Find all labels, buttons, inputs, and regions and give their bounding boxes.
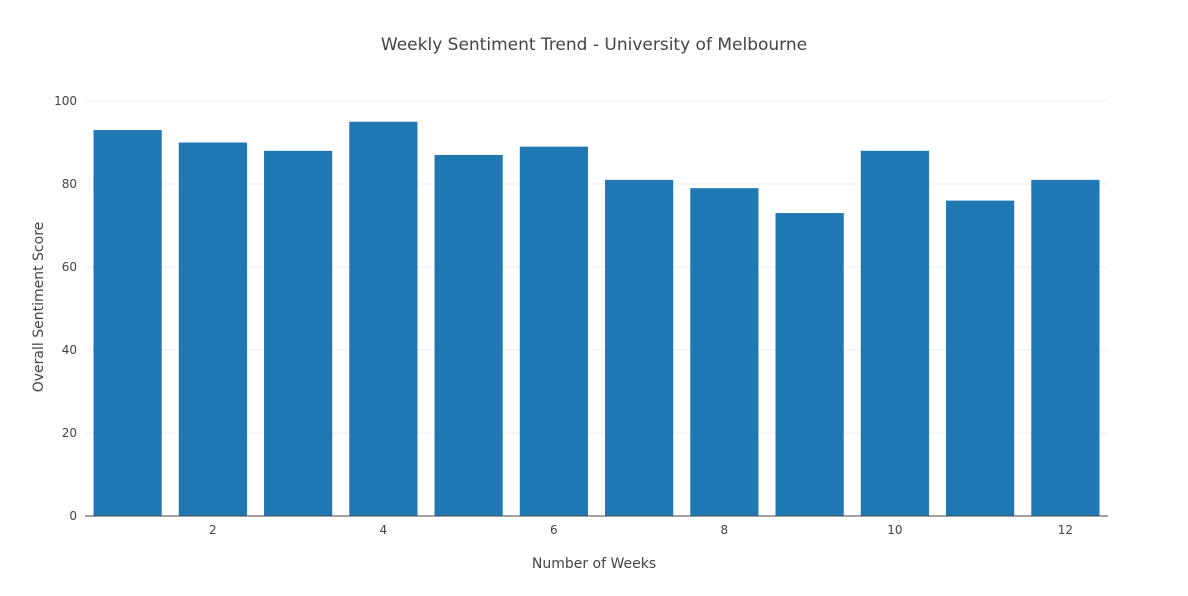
bar [946,200,1015,516]
y-tick-label: 0 [69,509,77,523]
grid-lines [85,100,1108,434]
y-axis-title: Overall Sentiment Score [31,222,47,393]
bar [519,146,588,516]
y-tick-label: 100 [54,94,77,108]
bar [605,179,674,516]
bar [1031,179,1100,516]
bar [264,150,333,517]
y-tick-label: 40 [62,343,77,357]
y-tick-label: 60 [62,260,77,274]
x-tick-label: 12 [1058,523,1073,537]
x-tick-label: 10 [887,523,902,537]
x-tick-label: 8 [721,523,729,537]
y-tick-label: 80 [62,177,77,191]
x-tick-label: 2 [209,523,217,537]
x-tick-label: 6 [550,523,558,537]
bar [690,188,759,516]
y-tick-label: 20 [62,426,77,440]
x-tick-label: 4 [380,523,388,537]
y-tick-labels: 0 20 40 60 80 100 [54,94,77,523]
bar [93,130,162,517]
bars [93,121,1100,517]
bar [434,154,503,516]
x-tick-labels: 2 4 6 8 10 12 [209,523,1073,537]
bar [349,121,418,516]
bar [860,150,929,517]
x-axis-title: Number of Weeks [532,556,656,572]
bar [178,142,247,516]
chart-title: Weekly Sentiment Trend - University of M… [381,35,807,55]
bar [775,213,844,517]
